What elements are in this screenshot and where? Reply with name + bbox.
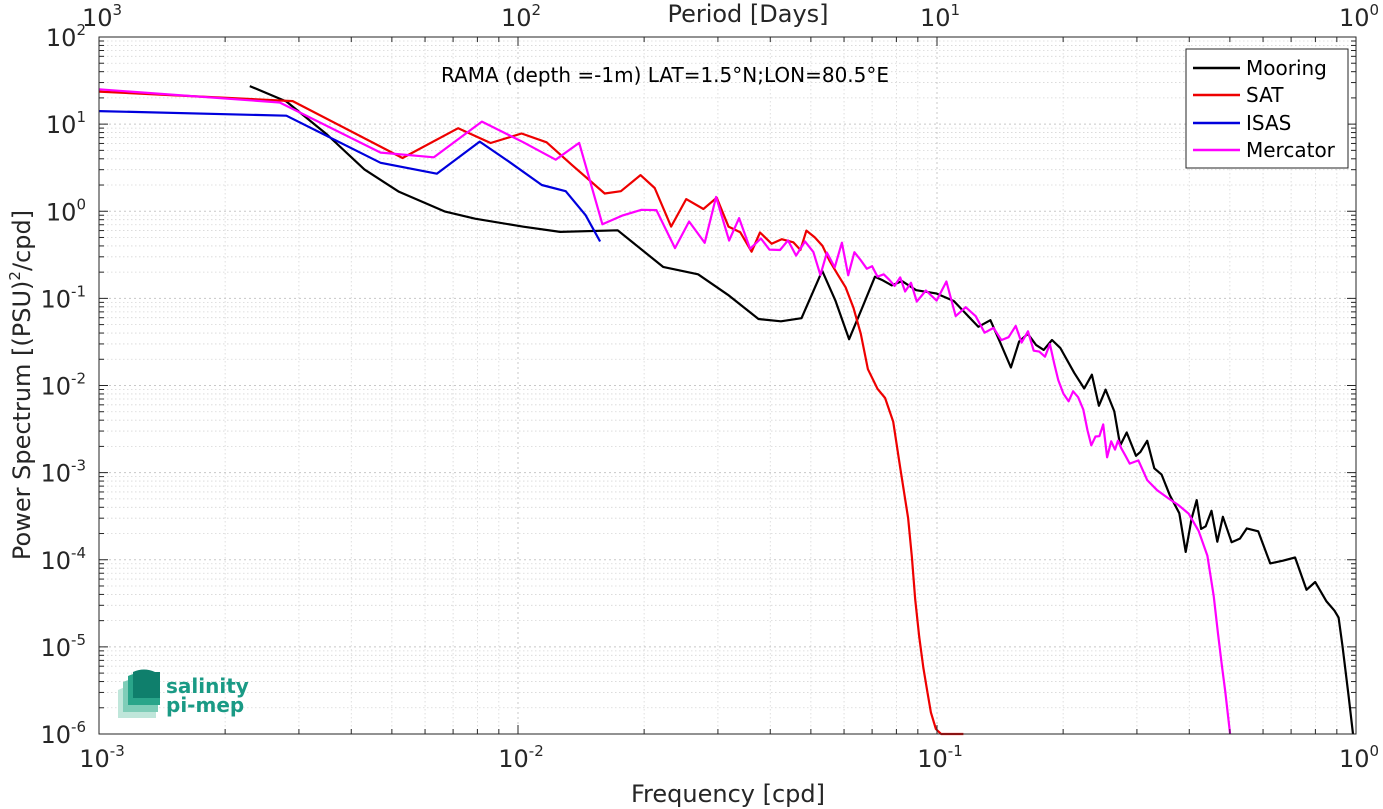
y-tick-label: 10-2: [40, 370, 86, 401]
x-tick-label: 10-3: [79, 742, 125, 773]
logo-line-1: salinity: [166, 674, 249, 698]
legend-label-mooring: Mooring: [1246, 56, 1327, 80]
y-tick-label: 10-5: [40, 631, 86, 662]
series-line-mercator: [98, 88, 1232, 735]
top-axis-label: Period [Days]: [667, 0, 828, 28]
salinity-pimep-logo: salinity pi-mep: [118, 669, 249, 718]
x-tick-label: 10-2: [498, 742, 544, 773]
top-tick-label: 103: [82, 1, 122, 32]
y-axis-label: Power Spectrum [(PSU)2/cpd]: [6, 210, 36, 560]
series-line-sat: [98, 90, 964, 736]
y-tick-label: 10-3: [40, 457, 86, 488]
x-axis-label: Frequency [cpd]: [631, 780, 825, 808]
legend-label-isas: ISAS: [1246, 111, 1291, 135]
station-annotation: RAMA (depth =-1m) LAT=1.5°N;LON=80.5°E: [441, 63, 889, 87]
plot-frame: [98, 36, 1357, 735]
y-tick-label: 101: [46, 108, 86, 139]
legend: Mooring SAT ISAS Mercator: [1185, 48, 1349, 169]
top-tick-label: 100: [1339, 1, 1379, 32]
series-group: [98, 85, 1355, 736]
legend-label-sat: SAT: [1246, 83, 1284, 107]
y-tick-label: 10-4: [40, 544, 86, 575]
top-tick-label: 101: [920, 1, 960, 32]
ticks: [98, 36, 1357, 735]
top-tick-label: 102: [501, 1, 541, 32]
x-tick-label: 10-1: [917, 742, 963, 773]
series-line-mooring: [249, 85, 1355, 735]
y-tick-label: 100: [46, 195, 86, 226]
grid: [98, 36, 1357, 735]
legend-label-mercator: Mercator: [1246, 138, 1336, 162]
series-line-isas: [98, 110, 602, 243]
wave-logo-icon: [118, 669, 160, 718]
logo-line-2: pi-mep: [166, 693, 244, 717]
y-tick-label: 102: [46, 21, 86, 52]
x-tick-label: 100: [1339, 742, 1379, 773]
y-tick-label: 10-1: [40, 282, 86, 313]
y-tick-label: 10-6: [40, 718, 86, 749]
